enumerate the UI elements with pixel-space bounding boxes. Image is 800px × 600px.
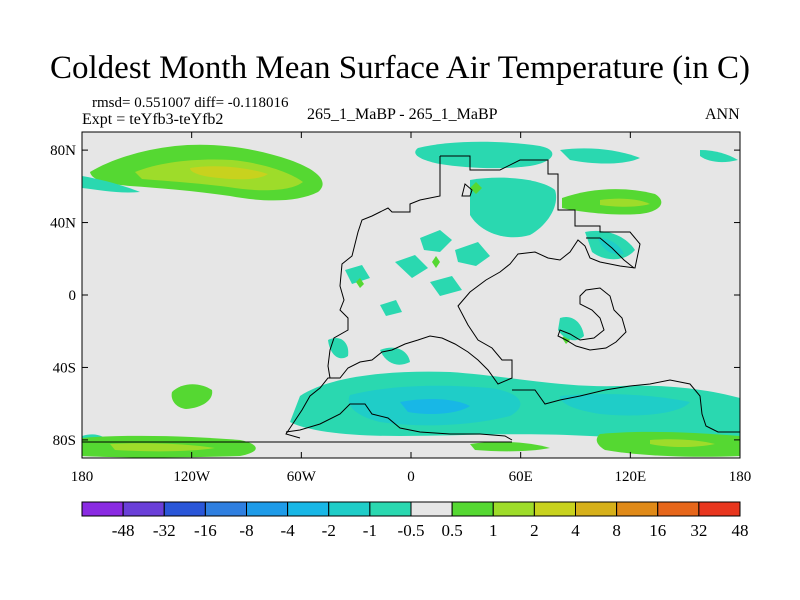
fill-southern-africa-cool (380, 347, 410, 365)
coast-antarctica-east (512, 379, 740, 433)
fill-asia-warm-core (600, 198, 650, 207)
fill-pangea-cells-c (395, 255, 428, 278)
colorbar-swatch (246, 501, 289, 517)
colorbar-label: -2 (322, 521, 336, 540)
colorbar-swatch (616, 501, 659, 517)
fill-europe-cool (470, 177, 557, 238)
coast-pangea-west (327, 156, 441, 379)
fill-southern-ocean-east-mid (560, 394, 690, 416)
lon-tick-label: 60E (509, 469, 533, 485)
fill-india-cool (558, 316, 584, 341)
lat-tick-label: 80N (50, 143, 76, 159)
fill-antarctic-warm-east-core (650, 439, 715, 447)
coastlines (82, 155, 740, 443)
fill-alaska-cool (82, 176, 140, 193)
colorbar-swatch (698, 501, 741, 517)
stats-line: rmsd= 0.551007 diff= -0.118016 (92, 95, 289, 111)
colorbar-swatch (287, 501, 330, 517)
coast-tethys-gulf (461, 183, 473, 197)
season-label: ANN (705, 106, 740, 123)
colorbar-swatch (204, 501, 247, 517)
fill-south-america-cool (328, 337, 349, 359)
colorbar-label: 1 (489, 521, 498, 540)
lat-tick-label: 0 (69, 288, 77, 304)
lon-tick-label: 60W (287, 469, 317, 485)
colorbar-swatch (122, 501, 165, 517)
lat-tick-label: 80S (53, 433, 76, 449)
colorbar-label: -4 (281, 521, 296, 540)
fill-antarctic-warm-mid (470, 441, 550, 452)
colorbar-swatch (533, 501, 576, 517)
fill-pangea-cells-b (455, 242, 490, 266)
colorbar-swatch (81, 501, 124, 517)
colorbar-label: 8 (612, 521, 621, 540)
plot-title: Coldest Month Mean Surface Air Temperatu… (50, 50, 750, 86)
fill-arctic-cool (415, 141, 553, 169)
contour-fills (82, 141, 740, 458)
coast-asia-bay (586, 237, 635, 269)
colorbar-label: -16 (194, 521, 217, 540)
colorbar-label: -48 (112, 521, 135, 540)
colorbar-label: 48 (732, 521, 749, 540)
colorbar-swatch (575, 501, 618, 517)
lat-tick-label: 40S (53, 360, 76, 376)
fill-arctic-cool-east (560, 148, 640, 164)
colorbar-swatch (328, 501, 371, 517)
coast-pangea-north (285, 155, 641, 439)
fill-antarctic-warm-west-core (110, 443, 215, 452)
fill-southern-ocean-deep (400, 398, 470, 414)
colorbar-label: 0.5 (442, 521, 463, 540)
colorbar-swatch (369, 501, 412, 517)
colorbar-swatch (410, 501, 453, 517)
colorbar-label: -32 (153, 521, 176, 540)
lon-tick-label: 120E (614, 469, 646, 485)
experiment-label: Expt = teYfb3-teYfb2 (82, 111, 224, 128)
period-label: 265_1_MaBP - 265_1_MaBP (307, 106, 498, 123)
fill-pangea-cells-a (420, 230, 452, 252)
fill-pangea-cells-e (430, 276, 462, 296)
colorbar: -48 -32 -16 -8 -4 -2 -1 -0.5 0.5 1 2 4 8 16 32 48 (81, 501, 749, 540)
fill-pangea-cells-d (345, 265, 370, 284)
colorbar-label: -8 (239, 521, 253, 540)
lon-tick-label: 0 (407, 469, 415, 485)
lat-tick-label: 40N (50, 216, 76, 232)
colorbar-label: 32 (690, 521, 707, 540)
axis-layer: 80N 40N 0 40S 80S 180 120W 60W 0 60E 120E 180 (50, 132, 751, 485)
fill-north-pacific-core (190, 166, 268, 180)
fill-south-pacific-warm (171, 384, 213, 409)
colorbar-label: -1 (363, 521, 377, 540)
lon-tick-label: 180 (729, 469, 752, 485)
colorbar-label: 4 (571, 521, 580, 540)
coast-antarctica-west (285, 403, 513, 441)
lon-tick-label: 120W (173, 469, 211, 485)
colorbar-swatch (163, 501, 206, 517)
colorbar-label: -0.5 (398, 521, 425, 540)
fill-arctic-light-strip (700, 150, 738, 163)
lon-tick-label: 180 (71, 469, 94, 485)
coast-india-island (557, 287, 627, 351)
fill-pangea-cells-f (380, 300, 402, 316)
colorbar-swatch (492, 501, 535, 517)
colorbar-swatch (451, 501, 494, 517)
colorbar-label: 2 (530, 521, 539, 540)
colorbar-swatch (657, 501, 700, 517)
colorbar-label: 16 (649, 521, 666, 540)
